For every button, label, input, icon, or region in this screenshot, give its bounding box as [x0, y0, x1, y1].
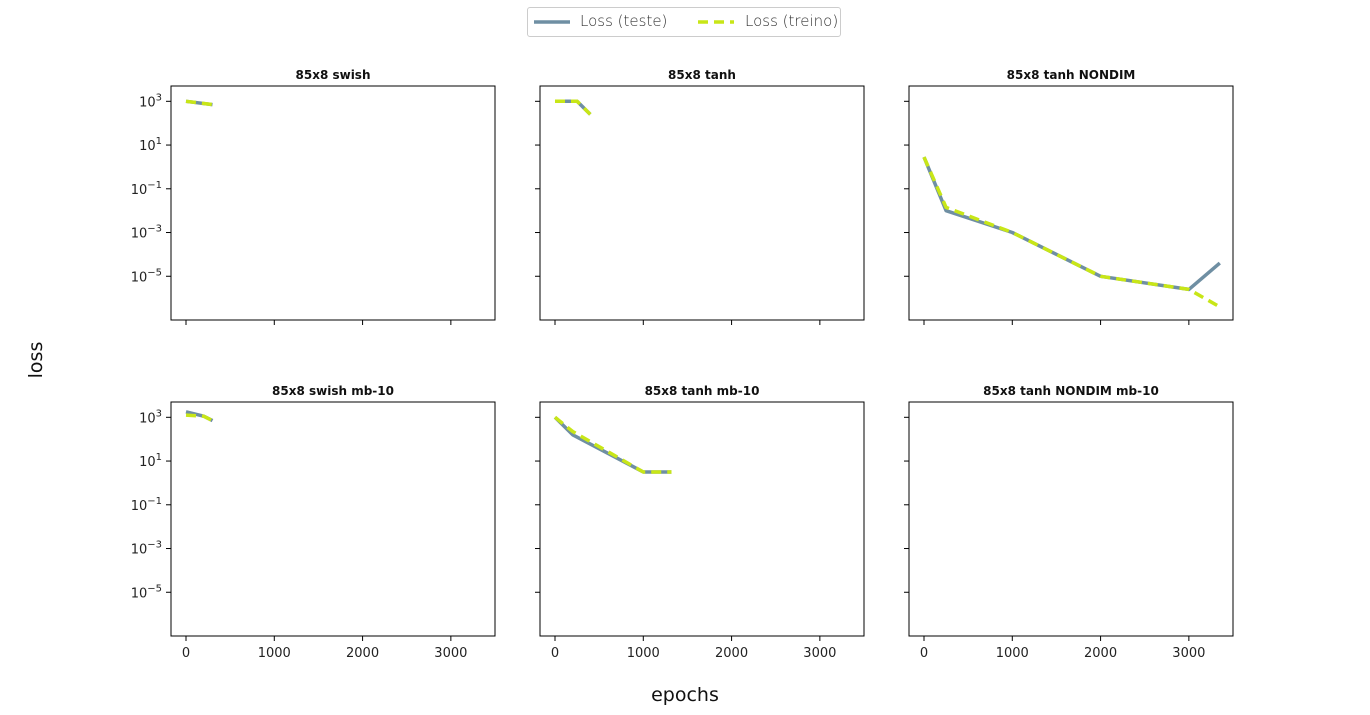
x-tick-label: 0 [551, 646, 559, 661]
subplot-title: 85x8 swish [296, 68, 371, 82]
x-tick-label: 0 [182, 646, 190, 661]
subplot-85x8-swish: 85x8 swish 103 101 10−1 10−3 10−5 [131, 68, 496, 325]
x-tick-label: 3000 [434, 646, 467, 661]
y-tick-label: 10−3 [131, 224, 162, 242]
y-tick-label: 10−1 [131, 180, 162, 198]
y-tick-label: 103 [139, 92, 162, 110]
x-tick-label: 1000 [258, 646, 291, 661]
legend-item-test: Loss (teste) [532, 12, 667, 32]
plot-frame [170, 85, 496, 321]
series-line-loss-teste [553, 416, 672, 474]
legend-swatch-train [698, 20, 734, 24]
legend-label-train: Loss (treino) [745, 12, 839, 30]
x-tick-label: 2000 [715, 646, 748, 661]
x-tick-label: 3000 [1172, 646, 1205, 661]
subplot-title: 85x8 tanh [668, 68, 736, 82]
y-tick-label: 10−5 [131, 583, 162, 601]
series-line-loss-treino [185, 99, 213, 107]
legend-swatch-test [534, 20, 570, 24]
subplot-85x8-tanh-nondim-mb-10: 85x8 tanh NONDIM mb-10 0 1000 2000 3000 [904, 384, 1234, 661]
plot-frame [539, 401, 865, 637]
x-tick-label: 0 [920, 646, 928, 661]
series-line-loss-treino [555, 99, 592, 116]
legend-item-train: Loss (treino) [696, 12, 838, 32]
legend: Loss (teste) Loss (treino) [527, 7, 841, 37]
legend-label-test: Loss (teste) [580, 12, 668, 30]
subplot-title: 85x8 tanh NONDIM mb-10 [983, 384, 1159, 398]
plot-frame [908, 401, 1234, 637]
y-tick-label: 10−5 [131, 267, 162, 285]
y-tick-label: 101 [139, 136, 162, 154]
y-axis-label: loss [25, 341, 47, 379]
plot-frame [539, 85, 865, 321]
x-axis-label: epochs [651, 684, 719, 706]
subplot-title: 85x8 swish mb-10 [272, 384, 394, 398]
x-tick-label: 1000 [627, 646, 660, 661]
subplot-title: 85x8 tanh mb-10 [645, 384, 760, 398]
series-line-loss-treino [185, 413, 214, 423]
y-tick-label: 10−3 [131, 540, 162, 558]
x-tick-label: 2000 [1084, 646, 1117, 661]
subplot-85x8-tanh-mb-10: 85x8 tanh mb-10 0 1000 2000 3000 [535, 384, 865, 661]
series-line-loss-teste [922, 156, 1221, 292]
x-tick-label: 3000 [803, 646, 836, 661]
subplot-85x8-tanh-nondim: 85x8 tanh NONDIM [904, 68, 1234, 325]
subplot-85x8-tanh: 85x8 tanh [535, 68, 865, 325]
x-tick-label: 1000 [996, 646, 1029, 661]
series-line-loss-treino [553, 415, 672, 474]
series-line-loss-treino [922, 156, 1221, 309]
subplot-85x8-swish-mb-10: 85x8 swish mb-10 103 101 10−1 10−3 10−5 0 1000 2… [131, 384, 496, 661]
y-tick-label: 10−1 [131, 496, 162, 514]
plot-frame [170, 401, 496, 637]
x-tick-label: 2000 [346, 646, 379, 661]
y-tick-label: 101 [139, 452, 162, 470]
subplot-title: 85x8 tanh NONDIM [1007, 68, 1136, 82]
plot-frame [908, 85, 1234, 321]
y-tick-label: 103 [139, 408, 162, 426]
